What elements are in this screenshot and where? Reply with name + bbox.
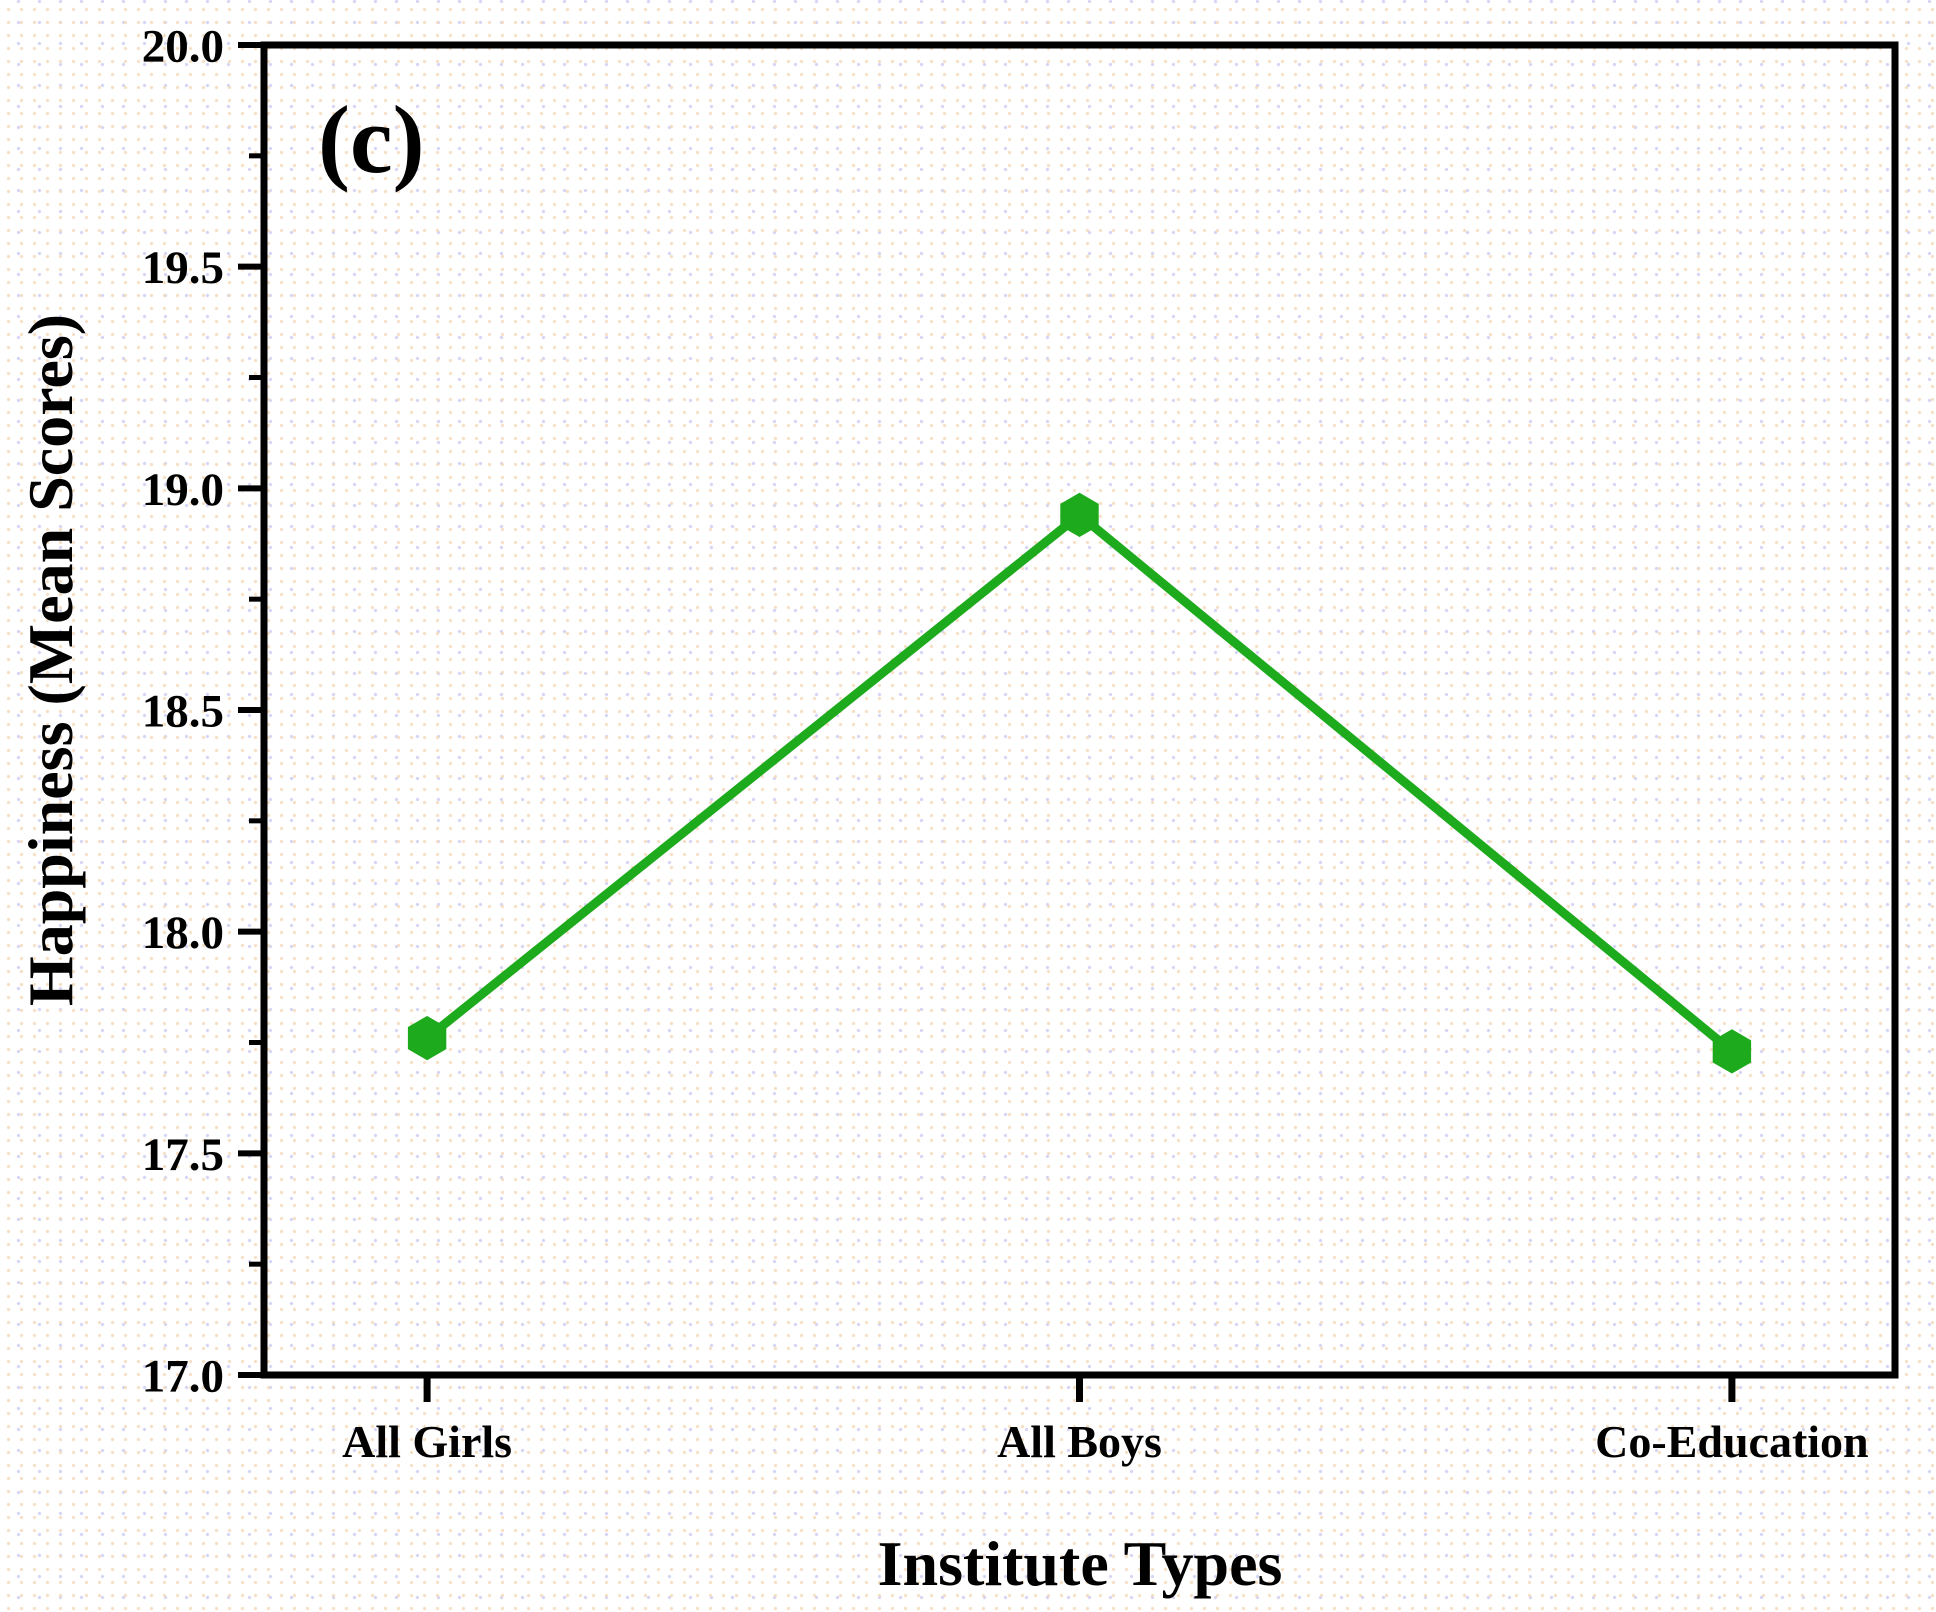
y-tick-label: 19.5 bbox=[142, 242, 224, 294]
y-tick-label: 18.5 bbox=[142, 685, 224, 737]
panel-label: (c) bbox=[318, 86, 425, 193]
x-category-label: All Girls bbox=[342, 1416, 512, 1467]
y-tick-label: 19.0 bbox=[142, 464, 224, 516]
y-tick-label: 20.0 bbox=[142, 20, 224, 72]
x-axis-title: Institute Types bbox=[878, 1528, 1283, 1599]
data-point-marker bbox=[1712, 1029, 1752, 1074]
x-category-label: All Boys bbox=[997, 1416, 1162, 1467]
data-point-marker bbox=[407, 1015, 447, 1061]
data-series-group bbox=[407, 492, 1752, 1074]
axis-ticks-group bbox=[238, 42, 1736, 1402]
plot-frame bbox=[260, 41, 1899, 1379]
y-axis-title: Happiness (Mean Scores) bbox=[15, 314, 86, 1006]
data-point-marker bbox=[1060, 492, 1099, 538]
y-tick-label: 17.0 bbox=[142, 1350, 224, 1402]
axis-tick-labels-group: 17.0 17.5 18.0 18.5 19.0 19.5 20.0 All Girls All… bbox=[142, 20, 1869, 1467]
x-category-label: Co-Education bbox=[1595, 1416, 1868, 1467]
series-line bbox=[424, 509, 1735, 1055]
y-tick-label: 18.0 bbox=[142, 907, 224, 959]
y-tick-label: 17.5 bbox=[142, 1129, 224, 1181]
